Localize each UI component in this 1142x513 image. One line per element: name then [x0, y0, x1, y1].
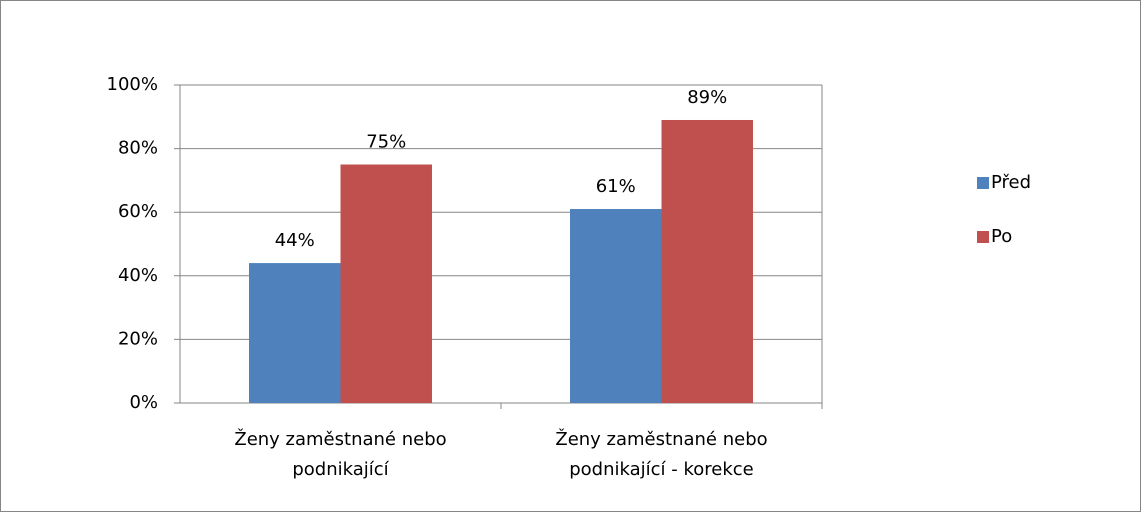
y-tick-label: 60% [118, 201, 158, 222]
y-tick-label: 20% [118, 328, 158, 349]
value-label: 89% [687, 87, 727, 108]
bar [570, 209, 662, 403]
bar [340, 164, 432, 403]
legend-swatch [977, 231, 989, 243]
y-tick-label: 80% [118, 138, 158, 159]
y-tick-label: 100% [107, 74, 158, 95]
y-tick-label: 40% [118, 265, 158, 286]
value-label: 44% [275, 230, 315, 251]
bar [661, 119, 753, 403]
legend-label: Po [991, 226, 1012, 247]
y-tick-label: 0% [129, 392, 158, 413]
value-label: 61% [596, 176, 636, 197]
legend-label: Před [991, 172, 1031, 193]
x-tick-label: Ženy zaměstnané nebo podnikající - korekc… [555, 428, 767, 480]
x-tick-label: Ženy zaměstnané nebo podnikající [234, 428, 446, 480]
bar [249, 263, 341, 403]
value-label: 75% [366, 132, 406, 153]
legend-swatch [977, 177, 989, 189]
